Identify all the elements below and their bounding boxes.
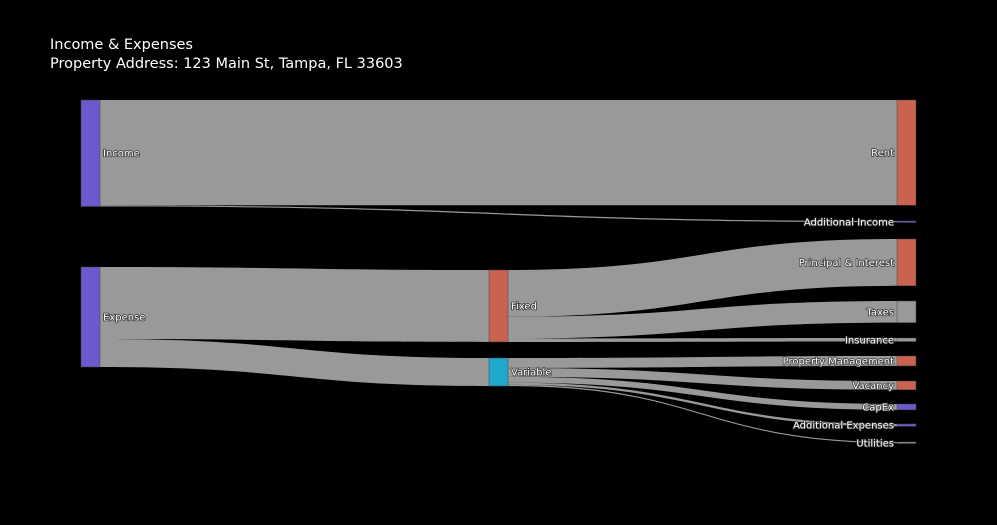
link-expense-to-fixed[interactable] — [100, 267, 489, 342]
chart-subtitle: Property Address: 123 Main St, Tampa, FL… — [50, 56, 403, 72]
node-additional_income[interactable] — [896, 220, 917, 223]
link-income-to-additional_income[interactable] — [100, 205, 897, 223]
node-capex[interactable] — [896, 403, 917, 411]
sankey-nodes — [80, 99, 917, 444]
node-label-insurance: Insurance — [845, 335, 894, 346]
node-label-vacancy: Vacancy — [852, 381, 894, 392]
sankey-labels: Income Rent Additional Income Expense Fixed V… — [102, 147, 895, 450]
node-additional_expenses[interactable] — [896, 423, 917, 427]
node-insurance[interactable] — [896, 337, 917, 342]
node-fixed[interactable] — [488, 269, 509, 343]
node-label-expense: Expense — [103, 313, 145, 324]
link-variable-to-property_management[interactable] — [508, 356, 897, 368]
node-label-utilities: Utilities — [856, 438, 894, 449]
link-fixed-to-taxes[interactable] — [508, 301, 897, 339]
node-label-rent: Rent — [871, 148, 894, 159]
node-taxes[interactable] — [896, 300, 917, 323]
link-variable-to-additional_expenses[interactable] — [508, 382, 897, 427]
chart-title: Income & Expenses — [50, 37, 193, 53]
node-principal_interest[interactable] — [896, 238, 917, 287]
node-expense[interactable] — [80, 266, 101, 368]
node-label-principal_interest: Principal & Interest — [799, 258, 894, 269]
node-label-taxes: Taxes — [865, 307, 894, 318]
chart-title-block: Income & Expenses Property Address: 123 … — [50, 36, 403, 74]
node-label-property_management: Property Management — [783, 356, 894, 367]
node-property_management[interactable] — [896, 355, 917, 367]
link-variable-to-utilities[interactable] — [508, 384, 897, 444]
node-vacancy[interactable] — [896, 380, 917, 391]
node-label-income: Income — [103, 149, 140, 160]
link-income-to-rent[interactable] — [100, 100, 897, 206]
node-rent[interactable] — [896, 99, 917, 206]
link-variable-to-vacancy[interactable] — [508, 367, 897, 390]
node-label-additional_expenses: Additional Expenses — [793, 421, 894, 432]
link-variable-to-capex[interactable] — [508, 376, 897, 410]
link-fixed-to-insurance[interactable] — [508, 338, 897, 342]
node-variable[interactable] — [488, 357, 509, 387]
node-label-fixed: Fixed — [511, 301, 537, 312]
link-fixed-to-principal_interest[interactable] — [508, 239, 897, 317]
node-income[interactable] — [80, 99, 101, 207]
node-label-additional_income: Additional Income — [804, 217, 894, 228]
node-utilities[interactable] — [896, 441, 917, 444]
sankey-links — [100, 100, 897, 444]
node-label-variable: Variable — [511, 368, 552, 379]
node-label-capex: CapEx — [862, 402, 894, 413]
link-expense-to-variable[interactable] — [100, 338, 489, 387]
